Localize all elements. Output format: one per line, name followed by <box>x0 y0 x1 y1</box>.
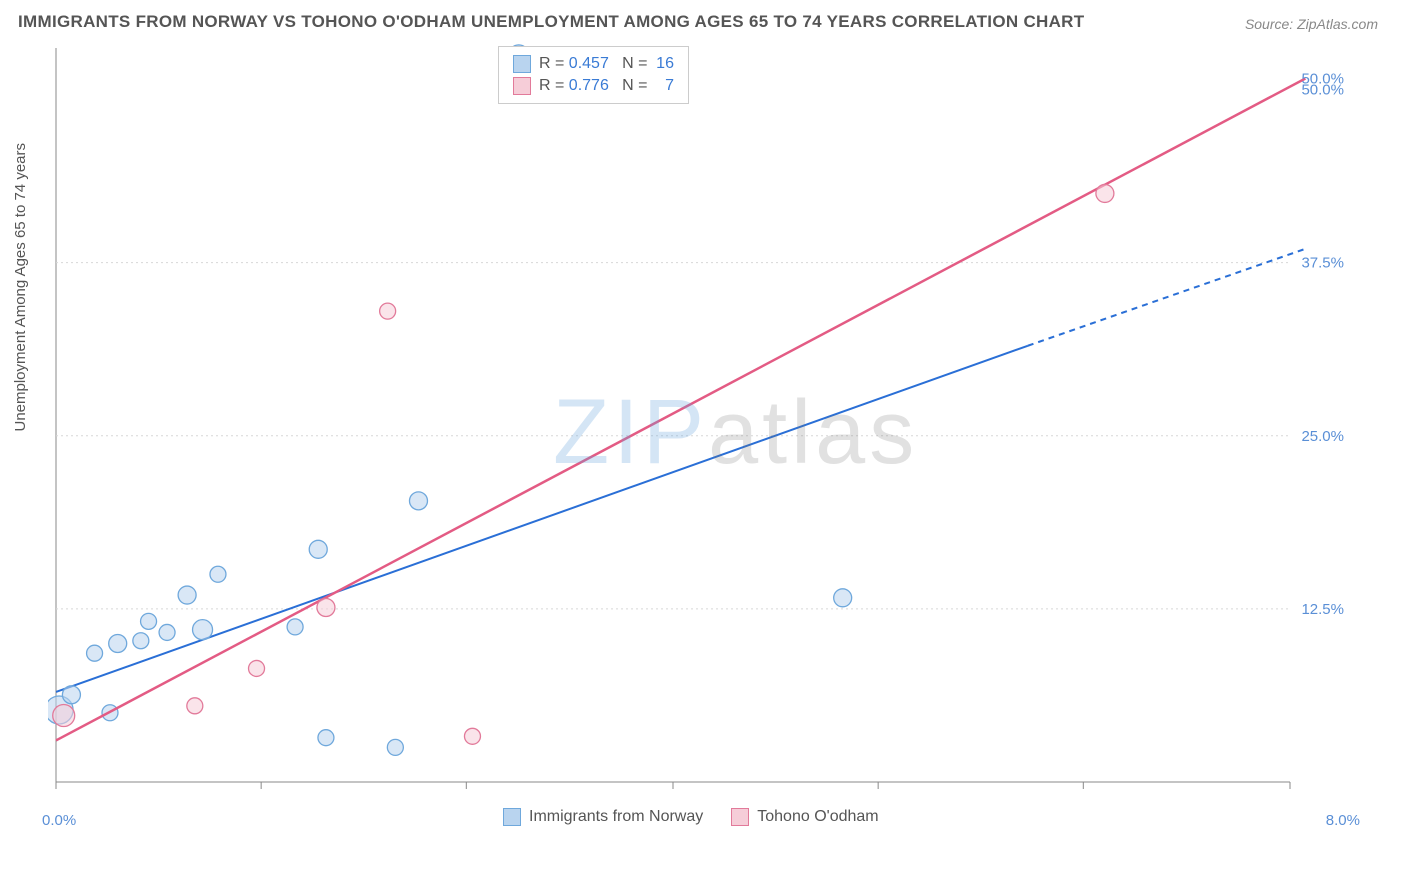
x-axis-min-label: 0.0% <box>42 812 76 829</box>
legend-row: R = 0.776 N = 7 <box>513 75 674 97</box>
series-legend-item: Immigrants from Norway <box>503 808 703 826</box>
source-attribution: Source: ZipAtlas.com <box>1245 16 1378 32</box>
x-axis-max-label: 8.0% <box>1326 812 1360 829</box>
series-legend-item: Tohono O'odham <box>731 808 878 826</box>
y-axis-label: Unemployment Among Ages 65 to 74 years <box>12 143 29 432</box>
chart-title: IMMIGRANTS FROM NORWAY VS TOHONO O'ODHAM… <box>18 12 1084 32</box>
legend-swatch <box>513 77 531 95</box>
correlation-legend: R = 0.457 N = 16R = 0.776 N = 7 <box>498 46 689 104</box>
legend-stats: R = 0.457 N = 16 <box>539 53 674 75</box>
legend-swatch <box>503 808 521 826</box>
series-name: Tohono O'odham <box>757 808 878 826</box>
svg-text:12.5%: 12.5% <box>1301 601 1344 618</box>
legend-stats: R = 0.776 N = 7 <box>539 75 674 97</box>
legend-swatch <box>513 55 531 73</box>
svg-text:50.0%: 50.0% <box>1301 70 1344 87</box>
legend-row: R = 0.457 N = 16 <box>513 53 674 75</box>
plot-area: 12.5%25.0%37.5%50.0%50.0% ZIPatlas R = 0… <box>48 40 1358 830</box>
series-legend: Immigrants from Norway Tohono O'odham <box>503 808 879 826</box>
scatter-chart-svg: 12.5%25.0%37.5%50.0%50.0% <box>48 40 1358 830</box>
legend-swatch <box>731 808 749 826</box>
svg-text:37.5%: 37.5% <box>1301 255 1344 272</box>
svg-text:25.0%: 25.0% <box>1301 428 1344 445</box>
series-name: Immigrants from Norway <box>529 808 703 826</box>
